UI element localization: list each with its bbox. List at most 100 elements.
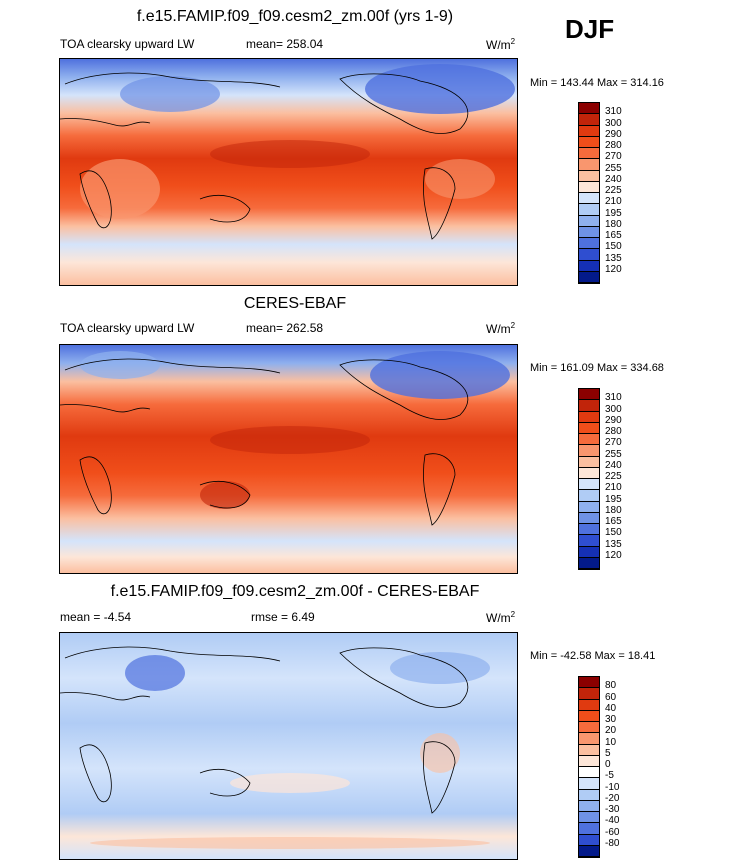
colorbar-cell [579, 490, 599, 502]
colorbar-cell [579, 467, 599, 479]
panel-3-colorbar [578, 676, 600, 858]
colorbar-cell [579, 512, 599, 524]
colorbar-cell [579, 722, 599, 734]
colorbar-cell [579, 744, 599, 756]
colorbar-cell [579, 778, 599, 790]
colorbar-cell [579, 181, 599, 193]
panel-2-title: CERES-EBAF [243, 295, 347, 312]
panel-1-map [59, 58, 518, 286]
colorbar-tick-label: 280 [605, 140, 622, 151]
colorbar-cell [579, 125, 599, 137]
panel-2-variable-label: TOA clearsky upward LW [60, 321, 195, 335]
panel-1-minmax: Min = 143.44 Max = 314.16 [530, 77, 664, 89]
colorbar-cell [579, 823, 599, 835]
colorbar-tick-label: 195 [605, 493, 622, 505]
colorbar-cell [579, 557, 599, 569]
colorbar-tick-label: 5 [605, 747, 611, 759]
colorbar-cell [579, 456, 599, 468]
colorbar-tick-label: 150 [605, 241, 622, 253]
colorbar-cell [579, 204, 599, 216]
colorbar-tick-label: 150 [605, 527, 622, 539]
colorbar-cell [579, 733, 599, 745]
panel-2-units: W/m2 [486, 321, 516, 336]
colorbar-tick-label: 300 [605, 403, 622, 415]
panel-1-mean-label: mean= 258.04 [246, 37, 324, 51]
colorbar-tick-label: 270 [605, 437, 622, 449]
colorbar-cell [579, 812, 599, 824]
colorbar-cell [579, 411, 599, 423]
colorbar-tick-label: 255 [605, 448, 622, 460]
colorbar-tick-label: -20 [605, 792, 620, 804]
colorbar-cell [579, 159, 599, 171]
colorbar-cell [579, 546, 599, 558]
colorbar-cell [579, 445, 599, 457]
colorbar-tick-label: 10 [605, 736, 617, 748]
colorbar-cell [579, 136, 599, 148]
colorbar-tick-label: 255 [605, 162, 622, 174]
colorbar-tick-label: 165 [605, 516, 622, 527]
colorbar-cell [579, 800, 599, 812]
colorbar-cell [579, 400, 599, 412]
colorbar-tick-label: 120 [605, 263, 622, 275]
colorbar-tick-label: 0 [605, 759, 611, 770]
colorbar-cell [579, 845, 599, 857]
colorbar-tick-label: 210 [605, 196, 622, 208]
colorbar-cell [579, 688, 599, 700]
panel-1-variable-label: TOA clearsky upward LW [60, 37, 195, 51]
panel-3-rmse-label: rmse = 6.49 [251, 610, 315, 624]
colorbar-tick-label: 60 [605, 691, 617, 703]
panel-3-units: W/m2 [486, 610, 516, 625]
colorbar-tick-label: -30 [605, 804, 620, 815]
colorbar-tick-label: 135 [605, 538, 622, 550]
colorbar-tick-label: 40 [605, 702, 617, 714]
colorbar-cell [579, 434, 599, 446]
colorbar-cell [579, 215, 599, 227]
colorbar-cell [579, 389, 599, 401]
colorbar-cell [579, 789, 599, 801]
panel-3-minmax: Min = -42.58 Max = 18.41 [530, 650, 656, 662]
colorbar-tick-label: 240 [605, 459, 622, 471]
colorbar-tick-label: 80 [605, 680, 617, 692]
panel-1-title: f.e15.FAMIP.f09_f09.cesm2_zm.00f (yrs 1-… [136, 8, 454, 25]
colorbar-tick-label: 310 [605, 392, 622, 404]
panel-2-map [59, 344, 518, 574]
colorbar-tick-label: 300 [605, 117, 622, 129]
colorbar-tick-label: 270 [605, 151, 622, 163]
colorbar-cell [579, 834, 599, 846]
colorbar-tick-label: 135 [605, 252, 622, 264]
colorbar-tick-label: 195 [605, 207, 622, 219]
colorbar-cell [579, 193, 599, 205]
panel-3-title: f.e15.FAMIP.f09_f09.cesm2_zm.00f - CERES… [110, 583, 480, 600]
colorbar-cell [579, 226, 599, 238]
colorbar-cell [579, 238, 599, 250]
colorbar-tick-label: -40 [605, 815, 620, 827]
colorbar-cell [579, 114, 599, 126]
colorbar-tick-label: 20 [605, 725, 617, 737]
colorbar-tick-label: 290 [605, 128, 622, 140]
colorbar-tick-label: -10 [605, 781, 620, 793]
colorbar-cell [579, 148, 599, 160]
colorbar-tick-label: 225 [605, 471, 622, 482]
colorbar-cell [579, 535, 599, 547]
colorbar-tick-label: -5 [605, 770, 614, 782]
colorbar-tick-label: 180 [605, 504, 622, 516]
panel-1-units: W/m2 [486, 37, 516, 52]
panel-2-colorbar [578, 388, 600, 570]
panel-1-colorbar [578, 102, 600, 284]
colorbar-tick-label: 210 [605, 482, 622, 494]
panel-2-minmax: Min = 161.09 Max = 334.68 [530, 362, 664, 374]
colorbar-cell [579, 479, 599, 491]
colorbar-tick-label: 30 [605, 714, 617, 725]
colorbar-cell [579, 677, 599, 689]
colorbar-cell [579, 710, 599, 722]
colorbar-cell [579, 501, 599, 513]
colorbar-cell [579, 103, 599, 115]
colorbar-cell [579, 524, 599, 536]
colorbar-tick-label: 310 [605, 106, 622, 118]
season-label: DJF [565, 14, 615, 44]
colorbar-cell [579, 699, 599, 711]
colorbar-cell [579, 260, 599, 272]
colorbar-tick-label: 225 [605, 185, 622, 196]
colorbar-cell [579, 755, 599, 767]
colorbar-tick-label: 290 [605, 414, 622, 426]
